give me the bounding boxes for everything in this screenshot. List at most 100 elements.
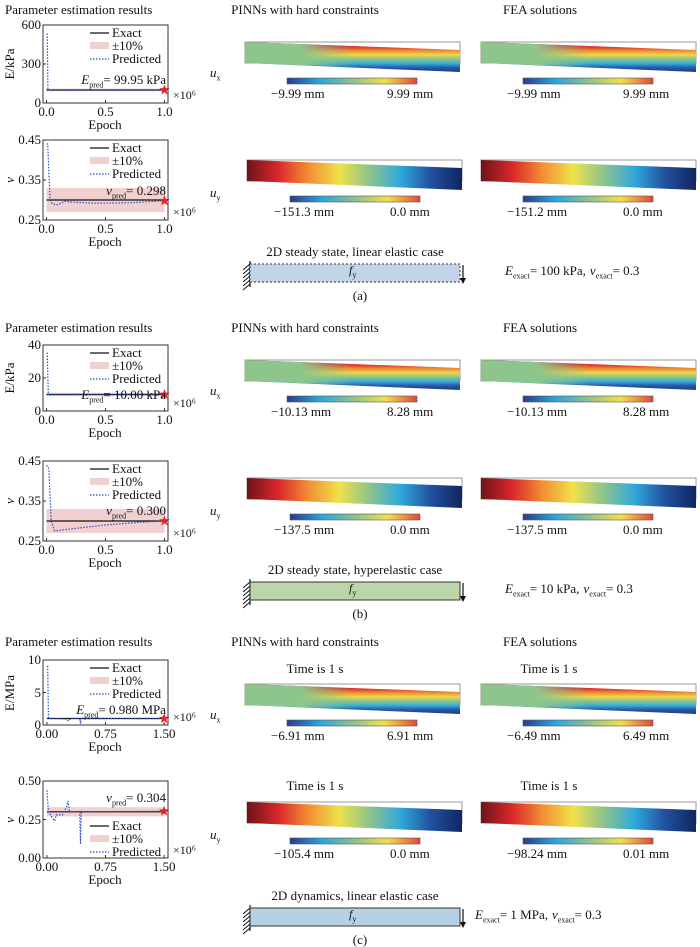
predicted-line bbox=[46, 33, 165, 91]
legend-item: Predicted bbox=[112, 371, 162, 386]
pinn-uy-colorbar-max: 0.0 mm bbox=[390, 846, 430, 861]
fea-ux-colorbar bbox=[522, 719, 654, 727]
y-tick-label: 0.35 bbox=[18, 493, 41, 508]
force-symbol: f bbox=[349, 263, 353, 277]
ux-row-label: ux bbox=[210, 65, 221, 83]
fea-ux-contour bbox=[480, 359, 697, 390]
time-label: Time is 1 s bbox=[286, 661, 344, 676]
panel-label: (c) bbox=[352, 932, 368, 947]
exact-E-sym: E bbox=[475, 907, 483, 922]
x-axis-label: Epoch bbox=[88, 872, 122, 887]
y-tick-label: 0.25 bbox=[18, 533, 41, 548]
y-tick-label: 0.35 bbox=[18, 172, 41, 187]
pinn-uy-contour bbox=[246, 159, 463, 190]
pinn-uy-colorbar bbox=[289, 837, 421, 845]
prediction-annotation-symbol: E bbox=[81, 72, 90, 87]
pinn-uy-colorbar-min: −137.5 mm bbox=[274, 522, 335, 537]
y-axis-label: ν bbox=[2, 177, 17, 183]
x-axis-label: Epoch bbox=[88, 234, 122, 249]
x-tick-label: 0.5 bbox=[97, 412, 114, 427]
exact-E-sub: exact bbox=[512, 589, 530, 599]
prediction-annotation-value: = 99.95 kPa bbox=[103, 72, 166, 87]
prediction-annotation-subscript: pred bbox=[111, 191, 127, 201]
time-label: Time is 1 s bbox=[520, 778, 578, 793]
fea-ux-colorbar-min: −9.99 mm bbox=[507, 86, 561, 101]
ux-subscript: x bbox=[216, 73, 221, 83]
parameter-chart bbox=[42, 344, 170, 412]
y-tick-label: 0.50 bbox=[18, 773, 41, 788]
legend-item: ±10% bbox=[112, 474, 143, 489]
case-title: 2D steady state, hyperelastic case bbox=[267, 562, 443, 577]
exact-E-sym: E bbox=[505, 263, 513, 278]
fea-ux-colorbar-min: −6.49 mm bbox=[507, 728, 561, 743]
x-tick-label: 1.50 bbox=[152, 726, 176, 741]
parameter-chart bbox=[42, 24, 170, 104]
exact-E-sub: exact bbox=[482, 915, 500, 925]
fea-uy-contour bbox=[480, 477, 697, 508]
x-tick-label: 0.5 bbox=[97, 542, 114, 557]
legend bbox=[90, 32, 109, 60]
pinn-uy-colorbar bbox=[289, 195, 421, 203]
case-title: 2D dynamics, linear elastic case bbox=[271, 888, 439, 903]
x-multiplier: ×10⁶ bbox=[173, 843, 196, 857]
legend-item: ±10% bbox=[112, 673, 143, 688]
exact-nu-sym: ν bbox=[589, 263, 596, 278]
y-tick-label: 300 bbox=[21, 56, 42, 71]
exact-nu-val: = 0.3 bbox=[606, 581, 633, 596]
uy-row-label: uy bbox=[210, 827, 221, 845]
x-tick-label: 1.0 bbox=[156, 104, 173, 119]
x-axis-label: Epoch bbox=[88, 425, 122, 440]
force-symbol: f bbox=[349, 581, 353, 595]
exact-parameters: Eexact= 10 kPa, νexact= 0.3 bbox=[505, 581, 633, 599]
fea-uy-colorbar-min: −137.5 mm bbox=[507, 522, 568, 537]
fea-ux-colorbar bbox=[522, 395, 654, 403]
pinn-uy-colorbar-min: −151.3 mm bbox=[274, 204, 335, 219]
x-multiplier: ×10⁶ bbox=[173, 710, 196, 724]
prediction-annotation-subscript: pred bbox=[111, 511, 127, 521]
final-estimate-star bbox=[159, 84, 170, 95]
parameter-chart bbox=[42, 659, 170, 726]
legend-item: Predicted bbox=[112, 51, 162, 66]
fea-ux-colorbar-max: 9.99 mm bbox=[623, 86, 670, 101]
prediction-annotation: Epred= 10.00 kPa bbox=[81, 387, 166, 405]
fea-uy-colorbar-min: −151.2 mm bbox=[507, 204, 568, 219]
exact-E-val: = 10 kPa, bbox=[529, 581, 580, 596]
pinn-uy-colorbar-max: 0.0 mm bbox=[390, 522, 430, 537]
left-title: Parameter estimation results bbox=[5, 2, 153, 17]
y-tick-label: 0.45 bbox=[18, 453, 41, 468]
legend-item: Exact bbox=[112, 461, 142, 476]
x-tick-label: 0.0 bbox=[38, 412, 55, 427]
fea-ux-colorbar-min: −10.13 mm bbox=[507, 404, 568, 419]
pinn-ux-colorbar-min: −6.91 mm bbox=[271, 728, 325, 743]
fea-uy-contour bbox=[480, 801, 697, 832]
fea-column-title: FEA solutions bbox=[502, 634, 578, 649]
legend bbox=[90, 468, 109, 496]
uy-subscript: y bbox=[216, 511, 221, 521]
y-axis-label: ν bbox=[2, 816, 17, 823]
predicted-line bbox=[46, 352, 165, 396]
legend-item: Exact bbox=[112, 345, 142, 360]
pinn-ux-colorbar-max: 9.99 mm bbox=[387, 86, 434, 101]
x-tick-label: 0.00 bbox=[35, 726, 59, 741]
fea-uy-colorbar-max: 0.01 mm bbox=[623, 846, 670, 861]
pinn-uy-contour bbox=[246, 801, 463, 832]
left-title: Parameter estimation results bbox=[5, 320, 153, 335]
fea-ux-contour bbox=[480, 683, 697, 714]
exact-E-sym: E bbox=[505, 581, 513, 596]
legend-item: Exact bbox=[112, 660, 142, 675]
pinn-ux-colorbar bbox=[286, 77, 418, 85]
ux-row-label: ux bbox=[210, 383, 221, 401]
time-label: Time is 1 s bbox=[286, 778, 344, 793]
ux-symbol: u bbox=[210, 707, 217, 722]
x-axis-label: Epoch bbox=[88, 117, 122, 132]
prediction-annotation-symbol: ν bbox=[106, 790, 112, 805]
ux-subscript: x bbox=[216, 715, 221, 725]
uy-subscript: y bbox=[216, 835, 221, 845]
legend-item: Predicted bbox=[112, 487, 162, 502]
exact-parameters: Eexact= 100 kPa, νexact= 0.3 bbox=[505, 263, 639, 281]
legend-item: ±10% bbox=[112, 153, 143, 168]
x-axis-label: Epoch bbox=[88, 555, 122, 570]
legend-item: ±10% bbox=[112, 358, 143, 373]
force-label: fy bbox=[349, 581, 356, 597]
